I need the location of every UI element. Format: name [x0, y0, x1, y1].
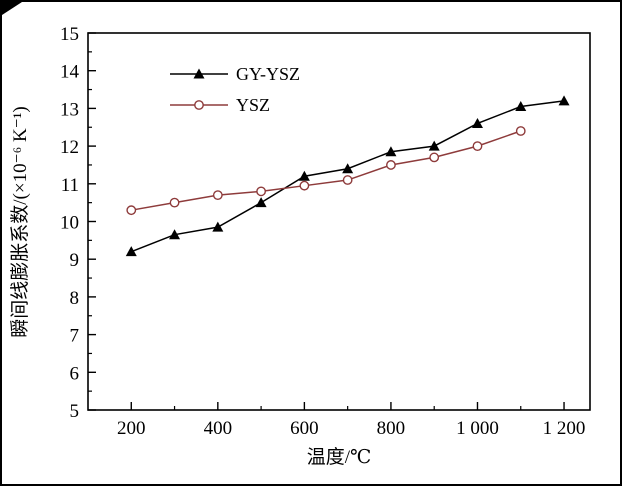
y-tick-label: 10: [60, 213, 79, 234]
triangle-marker: [193, 68, 205, 79]
legend-item-YSZ: YSZ: [170, 95, 270, 115]
legend-label: GY-YSZ: [236, 64, 300, 84]
triangle-marker: [342, 163, 354, 174]
corner-fold-artifact: [2, 2, 22, 15]
triangle-marker: [212, 221, 224, 232]
legend-item-GY-YSZ: GY-YSZ: [170, 64, 300, 84]
plot-frame: [87, 32, 591, 411]
triangle-marker: [428, 140, 440, 151]
y-axis-title: 瞬间线膨胀系数/(×10⁻⁶ K⁻¹): [9, 106, 31, 338]
y-tick-label: 6: [70, 363, 80, 384]
triangle-marker: [169, 229, 181, 240]
legend-label: YSZ: [236, 95, 270, 115]
circle-marker: [194, 100, 204, 110]
x-tick-label: 1 000: [456, 418, 499, 439]
x-axis-title: 温度/℃: [307, 446, 372, 468]
circle-marker: [386, 160, 396, 170]
circle-marker: [429, 152, 440, 163]
y-tick-label: 14: [60, 62, 80, 83]
circle-marker: [299, 180, 310, 191]
y-tick-label: 7: [70, 326, 80, 347]
triangle-marker: [125, 246, 137, 257]
y-tick-label: 15: [60, 24, 79, 45]
x-tick-label: 400: [204, 418, 233, 439]
x-tick-label: 1 200: [543, 418, 586, 439]
x-tick-label: 200: [117, 418, 146, 439]
series-YSZ: [126, 126, 526, 216]
triangle-marker: [471, 117, 483, 128]
circle-marker: [212, 190, 223, 201]
y-tick-label: 13: [60, 99, 79, 120]
circle-marker: [342, 175, 353, 185]
circle-marker: [256, 186, 267, 197]
series-GY-YSZ: [125, 95, 570, 257]
y-tick-label: 12: [60, 137, 79, 158]
y-tick-label: 5: [70, 401, 80, 422]
y-tick-label: 9: [70, 250, 80, 271]
circle-marker: [472, 141, 483, 152]
y-tick-label: 11: [61, 175, 79, 196]
triangle-marker: [385, 146, 397, 157]
legend: GY-YSZ YSZ: [170, 64, 300, 115]
x-tick-label: 800: [377, 418, 406, 439]
triangle-marker: [298, 170, 310, 181]
circle-marker: [126, 205, 137, 216]
triangle-marker: [515, 101, 527, 112]
triangle-marker: [255, 197, 267, 208]
y-tick-label: 8: [70, 288, 80, 309]
x-tick-label: 600: [290, 418, 319, 439]
series-line: [131, 130, 522, 211]
triangle-marker: [558, 95, 570, 106]
plot-layer: 200 400 600 800 1 000 1 200 5 6 7 8 9 10 11 12 13 14 15 G…: [60, 24, 591, 439]
circle-marker: [515, 126, 526, 136]
circle-marker: [169, 197, 180, 208]
